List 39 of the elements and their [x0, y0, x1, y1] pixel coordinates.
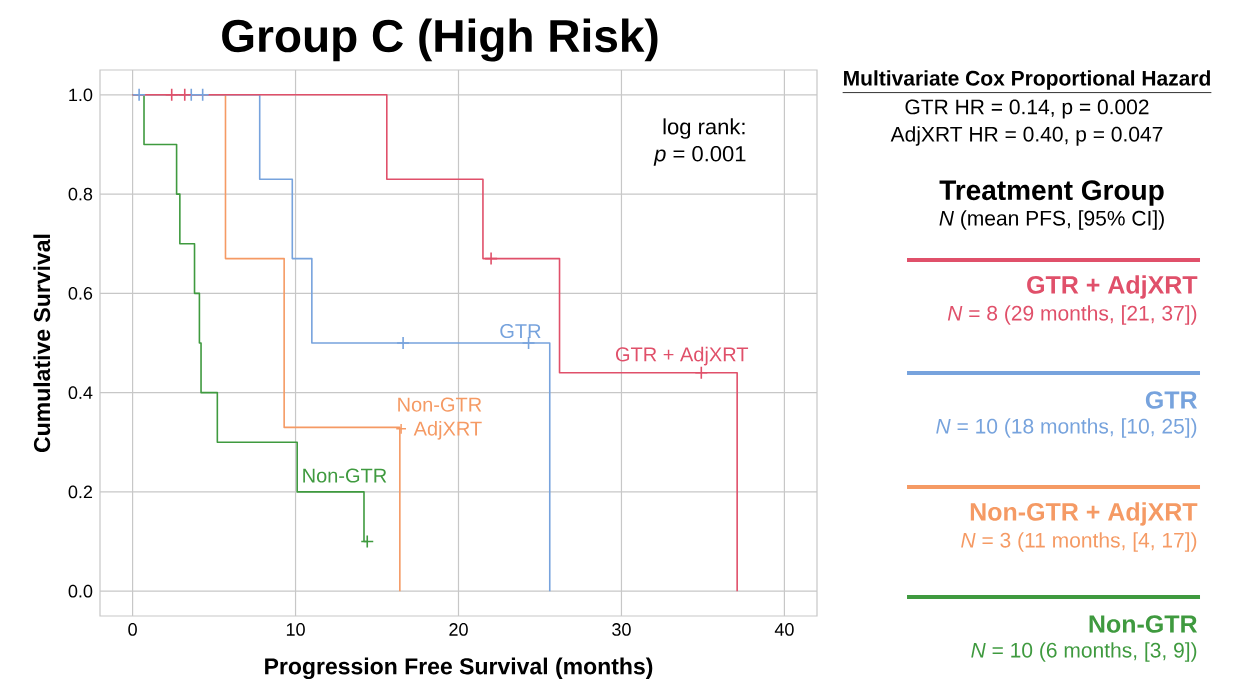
text: Non-GTR + AdjXRT [970, 502, 1198, 526]
x-tick-label: 0 [128, 623, 137, 636]
x-tick-label: 30 [612, 623, 631, 636]
y-tick-label: 0.8 [68, 187, 93, 201]
series-label: GTR [500, 323, 541, 339]
y-tick-label: 0.6 [68, 286, 93, 300]
x-axis-title: Progression Free Survival (months) [265, 657, 653, 680]
text: N = 8 (29 months, [21, 37]) [947, 305, 1197, 325]
text: N (mean PFS, [95% CI]) [939, 210, 1164, 230]
text: GTR [1145, 391, 1198, 409]
text: GTR + AdjXRT [1027, 275, 1198, 299]
annotation: p = 0.001 [653, 145, 746, 166]
point [396, 336, 410, 350]
point [694, 365, 709, 380]
series-label: Non-GTR [303, 468, 387, 483]
text: Multivariate Cox Proportional Hazard [844, 70, 1210, 90]
y-tick-label: 0.2 [68, 485, 93, 499]
text: Non-GTR [1089, 615, 1198, 633]
point [360, 534, 375, 549]
text: N = 10 (18 months, [10, 25]) [936, 418, 1197, 438]
y-tick-label: 0.4 [68, 386, 93, 400]
y-tick-label: 0.0 [68, 584, 93, 598]
x-tick-label: 20 [449, 623, 468, 636]
text: GTR HR = 0.14, p = 0.002 [905, 99, 1149, 119]
text: N = 10 (6 months, [3, 9]) [971, 642, 1197, 662]
text: AdjXRT HR = 0.40, p = 0.047 [890, 126, 1163, 146]
text: N = 3 (11 months, [4, 17]) [961, 532, 1197, 552]
x-tick-label: 10 [286, 623, 305, 636]
point [195, 88, 210, 102]
annotation: log rank: [663, 118, 745, 139]
point [164, 88, 179, 102]
x-tick-label: 40 [774, 623, 794, 636]
point [177, 88, 192, 102]
y-tick-label: 1.0 [69, 88, 93, 102]
series-label: GTR + AdjXRT [615, 346, 749, 366]
legend-title: Treatment Group [939, 180, 1164, 206]
y-axis-title: Cumulative Survival [33, 234, 51, 452]
chart-title: Group C (High Risk) [222, 18, 658, 62]
point [484, 251, 498, 266]
